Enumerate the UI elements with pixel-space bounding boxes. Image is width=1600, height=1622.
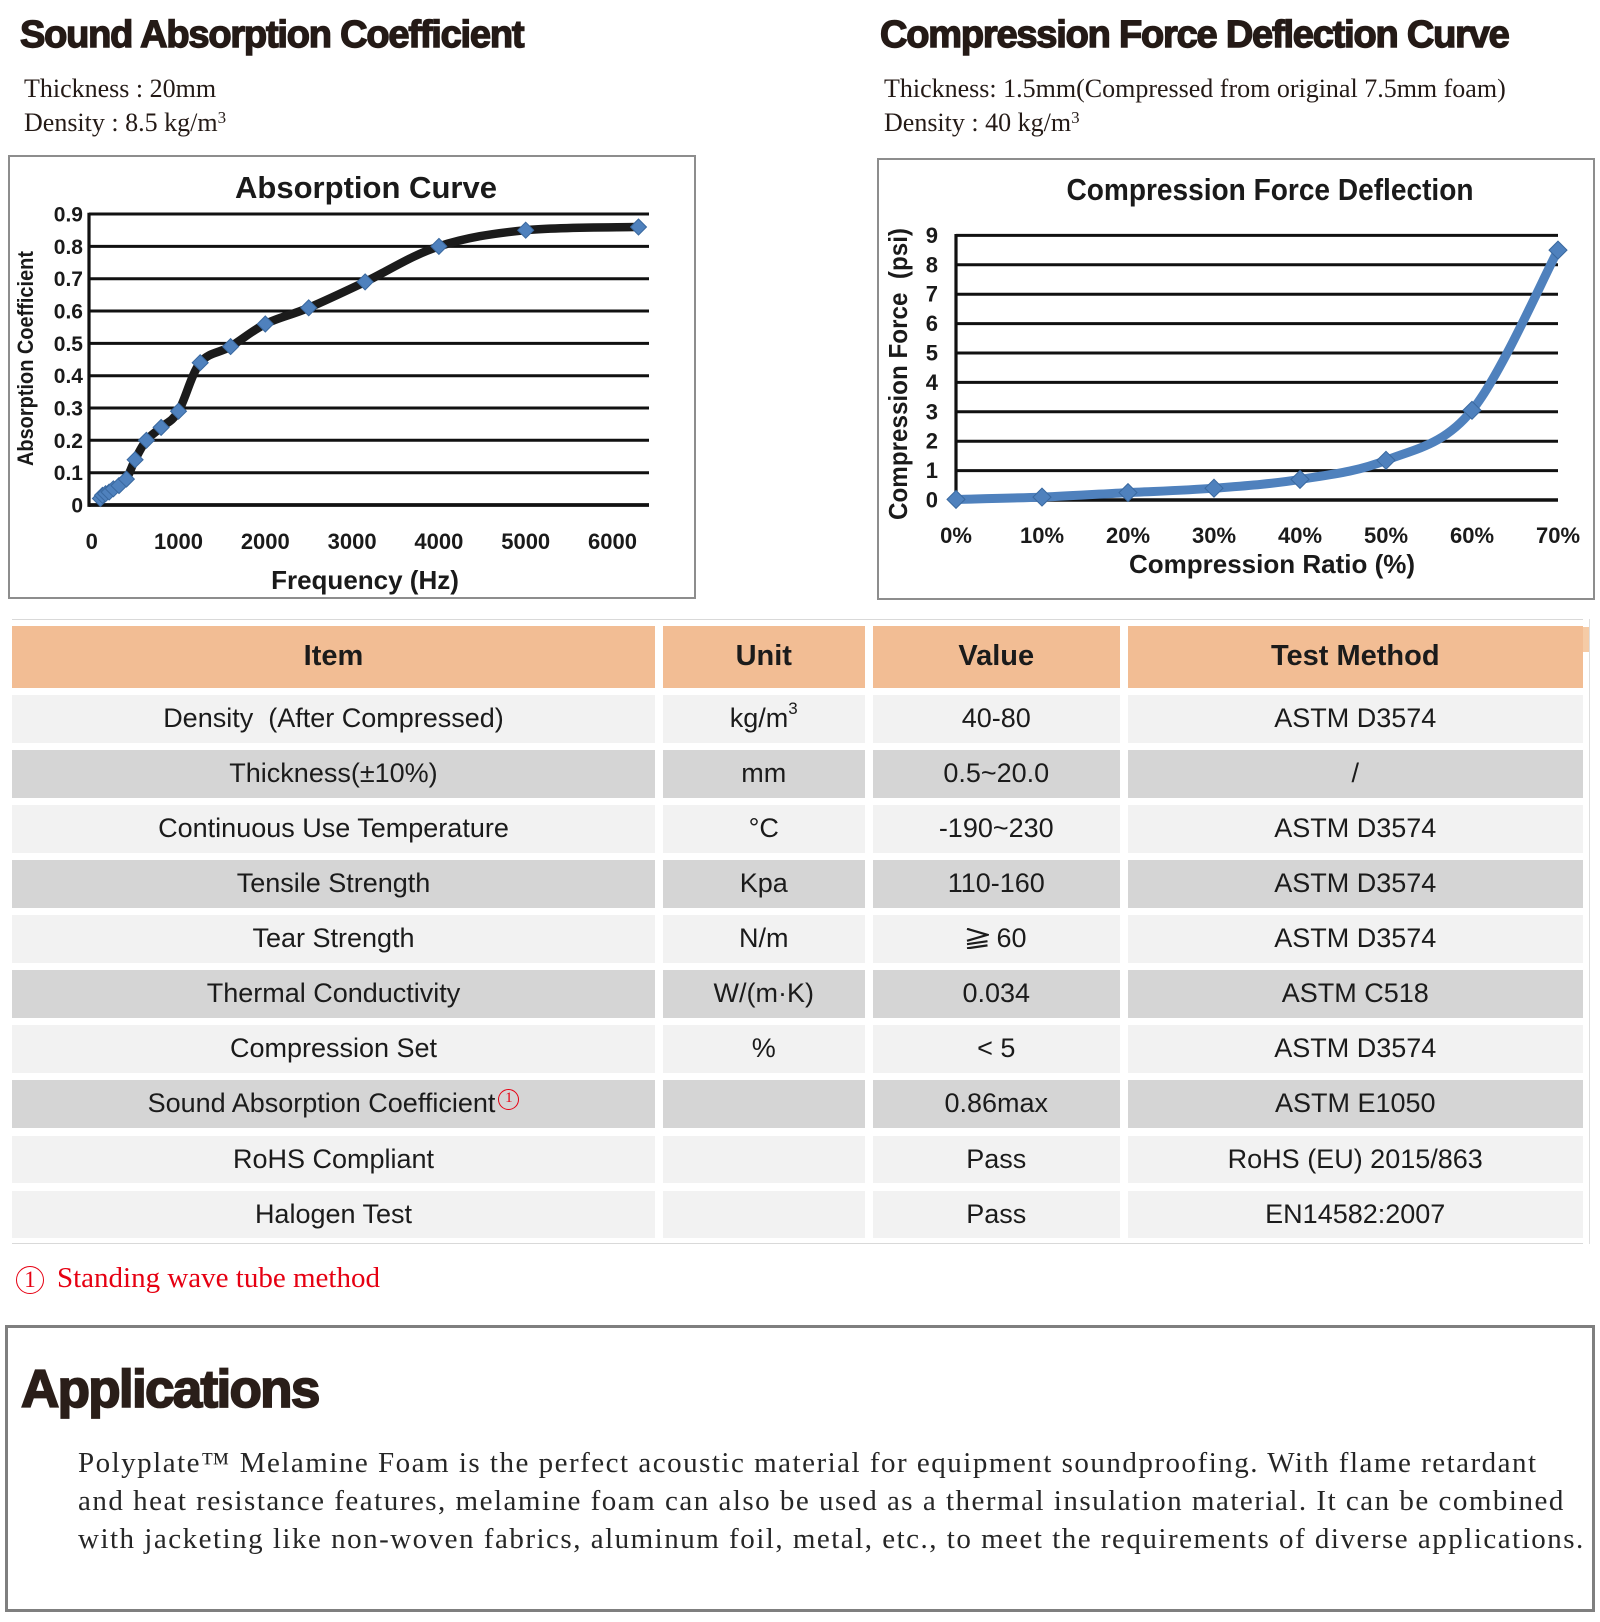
- svg-text:3000: 3000: [328, 529, 377, 554]
- svg-text:Absorption Curve: Absorption Curve: [235, 170, 497, 205]
- svg-text:0.3: 0.3: [54, 398, 83, 421]
- svg-text:4000: 4000: [414, 529, 463, 554]
- svg-text:5000: 5000: [501, 529, 550, 554]
- svg-text:0.6: 0.6: [54, 301, 83, 324]
- svg-text:7: 7: [926, 282, 938, 307]
- svg-text:1: 1: [926, 458, 938, 483]
- svg-text:8: 8: [926, 252, 938, 277]
- svg-text:5: 5: [926, 341, 938, 366]
- svg-text:0: 0: [71, 495, 83, 518]
- svg-text:0.1: 0.1: [54, 462, 84, 485]
- svg-text:60%: 60%: [1450, 523, 1494, 548]
- svg-text:0.8: 0.8: [54, 236, 84, 259]
- svg-text:40%: 40%: [1278, 523, 1322, 548]
- svg-text:2: 2: [926, 429, 938, 454]
- svg-text:0: 0: [926, 488, 938, 513]
- svg-text:50%: 50%: [1364, 523, 1408, 548]
- svg-text:0%: 0%: [940, 523, 972, 548]
- svg-text:6: 6: [926, 311, 938, 336]
- svg-text:0.2: 0.2: [54, 430, 83, 453]
- svg-text:6000: 6000: [588, 529, 637, 554]
- svg-text:Frequency (Hz): Frequency (Hz): [271, 565, 459, 595]
- svg-text:20%: 20%: [1106, 523, 1150, 548]
- svg-text:Compression Ratio (%): Compression Ratio (%): [1129, 549, 1415, 579]
- svg-text:0.5: 0.5: [54, 333, 84, 356]
- svg-text:0: 0: [86, 529, 98, 554]
- svg-text:Compression Force Deflection: Compression Force Deflection: [1067, 172, 1474, 207]
- svg-text:70%: 70%: [1536, 523, 1580, 548]
- svg-text:3: 3: [926, 399, 938, 424]
- svg-text:9: 9: [926, 223, 938, 248]
- svg-text:Absorption Coefficient: Absorption Coefficient: [13, 250, 38, 466]
- svg-text:30%: 30%: [1192, 523, 1236, 548]
- svg-text:0.9: 0.9: [54, 204, 83, 227]
- svg-text:10%: 10%: [1020, 523, 1064, 548]
- svg-text:4: 4: [926, 370, 939, 395]
- svg-text:Compression Force (psi): Compression Force (psi): [883, 228, 913, 520]
- svg-text:2000: 2000: [241, 529, 290, 554]
- svg-text:0.4: 0.4: [54, 365, 84, 388]
- svg-text:0.7: 0.7: [54, 268, 83, 291]
- svg-text:1000: 1000: [154, 529, 203, 554]
